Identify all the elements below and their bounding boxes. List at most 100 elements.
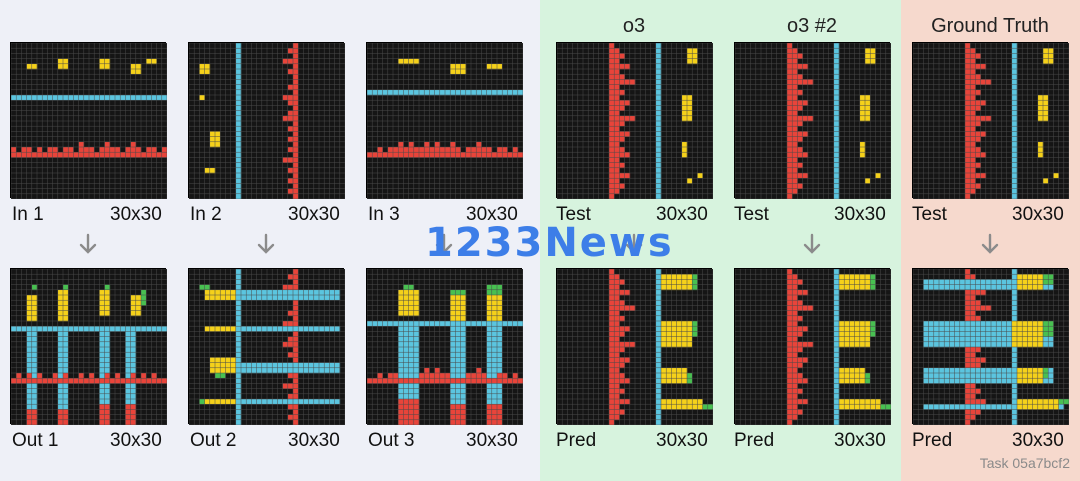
grid-cell bbox=[319, 362, 325, 369]
grid-cell bbox=[455, 69, 461, 75]
grid-cell bbox=[609, 289, 615, 296]
grid-cell bbox=[671, 367, 677, 374]
grid-cell bbox=[104, 378, 111, 384]
grid-cell bbox=[666, 399, 672, 405]
grid-cell bbox=[37, 152, 43, 158]
grid-cell bbox=[209, 289, 216, 296]
grid-cell bbox=[235, 110, 242, 117]
grid-cell bbox=[408, 284, 415, 291]
grid-cell bbox=[1011, 352, 1018, 358]
grid-cell bbox=[408, 341, 415, 348]
grid-cell bbox=[666, 279, 672, 285]
grid-cell bbox=[398, 414, 404, 421]
grid-cell bbox=[970, 131, 976, 137]
grid-cell bbox=[287, 178, 294, 184]
grid-cell bbox=[293, 269, 299, 275]
grid-cell bbox=[996, 284, 1002, 291]
grid-cell bbox=[970, 63, 976, 70]
grid-cell bbox=[655, 279, 662, 285]
grid-cell bbox=[859, 336, 866, 343]
grid-cell bbox=[614, 89, 620, 96]
grid-cell bbox=[398, 393, 404, 400]
grid-cell bbox=[497, 295, 503, 301]
grid-cell bbox=[486, 321, 493, 327]
grid-cell bbox=[120, 378, 126, 384]
grid-cell bbox=[460, 295, 467, 301]
grid-cell bbox=[661, 373, 667, 379]
grid-cell bbox=[792, 63, 798, 70]
grid-cell bbox=[1011, 167, 1018, 174]
grid-cell bbox=[491, 347, 498, 353]
grid-cell bbox=[497, 362, 503, 369]
grid-cell bbox=[833, 414, 840, 421]
grid-cell bbox=[104, 357, 111, 363]
grid-cell bbox=[16, 152, 22, 158]
grid-cell bbox=[1011, 74, 1018, 80]
grid-cell bbox=[865, 58, 871, 65]
grid-cell bbox=[130, 388, 137, 395]
grid-cell bbox=[629, 79, 636, 85]
grid-cell bbox=[692, 53, 698, 59]
grid-cell bbox=[792, 167, 798, 174]
grid-cell bbox=[63, 315, 69, 322]
grid-cell bbox=[792, 115, 798, 122]
grid-cell bbox=[996, 326, 1002, 332]
grid-cell bbox=[609, 183, 615, 189]
grid-cell bbox=[833, 89, 840, 96]
grid-cell bbox=[293, 331, 299, 337]
grid-cell bbox=[980, 131, 987, 137]
grid-cell bbox=[293, 89, 299, 96]
grid-cell bbox=[681, 321, 688, 327]
grid-cell bbox=[787, 393, 793, 400]
grid-cell bbox=[1043, 95, 1049, 101]
grid-cell bbox=[833, 157, 840, 163]
grid-cell bbox=[215, 295, 221, 301]
grid-cell bbox=[235, 79, 242, 85]
grid-cell bbox=[928, 341, 935, 348]
grid-cell bbox=[235, 53, 242, 59]
size-test-o3: 30x30 bbox=[656, 204, 708, 225]
grid-cell bbox=[455, 295, 461, 301]
grid-cell bbox=[792, 152, 798, 158]
grid-cell bbox=[235, 393, 242, 400]
grid-cell bbox=[1011, 136, 1018, 143]
grid-cell bbox=[787, 341, 793, 348]
grid-cell bbox=[408, 419, 415, 425]
grid-cell bbox=[413, 414, 420, 421]
grid-cell bbox=[1011, 162, 1018, 169]
grid-cell bbox=[267, 367, 273, 374]
grid-cell bbox=[1017, 399, 1023, 405]
grid-cell bbox=[267, 362, 273, 369]
grid-cell bbox=[460, 414, 467, 421]
grid-cell bbox=[991, 279, 997, 285]
grid-cell bbox=[1017, 373, 1023, 379]
grid-cell bbox=[687, 378, 693, 384]
grid-cell bbox=[455, 352, 461, 358]
grid-cell bbox=[517, 378, 523, 384]
grid-cell bbox=[377, 321, 383, 327]
grid-cell bbox=[1032, 321, 1039, 327]
grid-cell bbox=[282, 399, 289, 405]
grid-cell bbox=[413, 347, 420, 353]
grid-cell bbox=[792, 84, 798, 91]
grid-cell bbox=[497, 399, 503, 405]
grid-cell bbox=[125, 393, 131, 400]
grid-cell bbox=[491, 414, 498, 421]
grid-cell bbox=[655, 131, 662, 137]
grid-cell bbox=[287, 48, 294, 54]
grid-cell bbox=[125, 147, 131, 153]
grid-cell bbox=[47, 378, 53, 384]
grid-cell bbox=[486, 393, 493, 400]
grid-cell bbox=[497, 63, 503, 70]
grid-cell bbox=[787, 279, 793, 285]
grid-cell bbox=[130, 63, 137, 70]
grid-cell bbox=[230, 289, 237, 296]
grid-cell bbox=[130, 326, 137, 332]
grid-cell bbox=[235, 378, 242, 384]
grid-cell bbox=[398, 362, 404, 369]
grid-cell bbox=[619, 173, 625, 179]
grid-cell bbox=[996, 321, 1002, 327]
grid-cell bbox=[1011, 357, 1018, 363]
grid-cell bbox=[671, 321, 677, 327]
grid-cell bbox=[1011, 48, 1018, 54]
